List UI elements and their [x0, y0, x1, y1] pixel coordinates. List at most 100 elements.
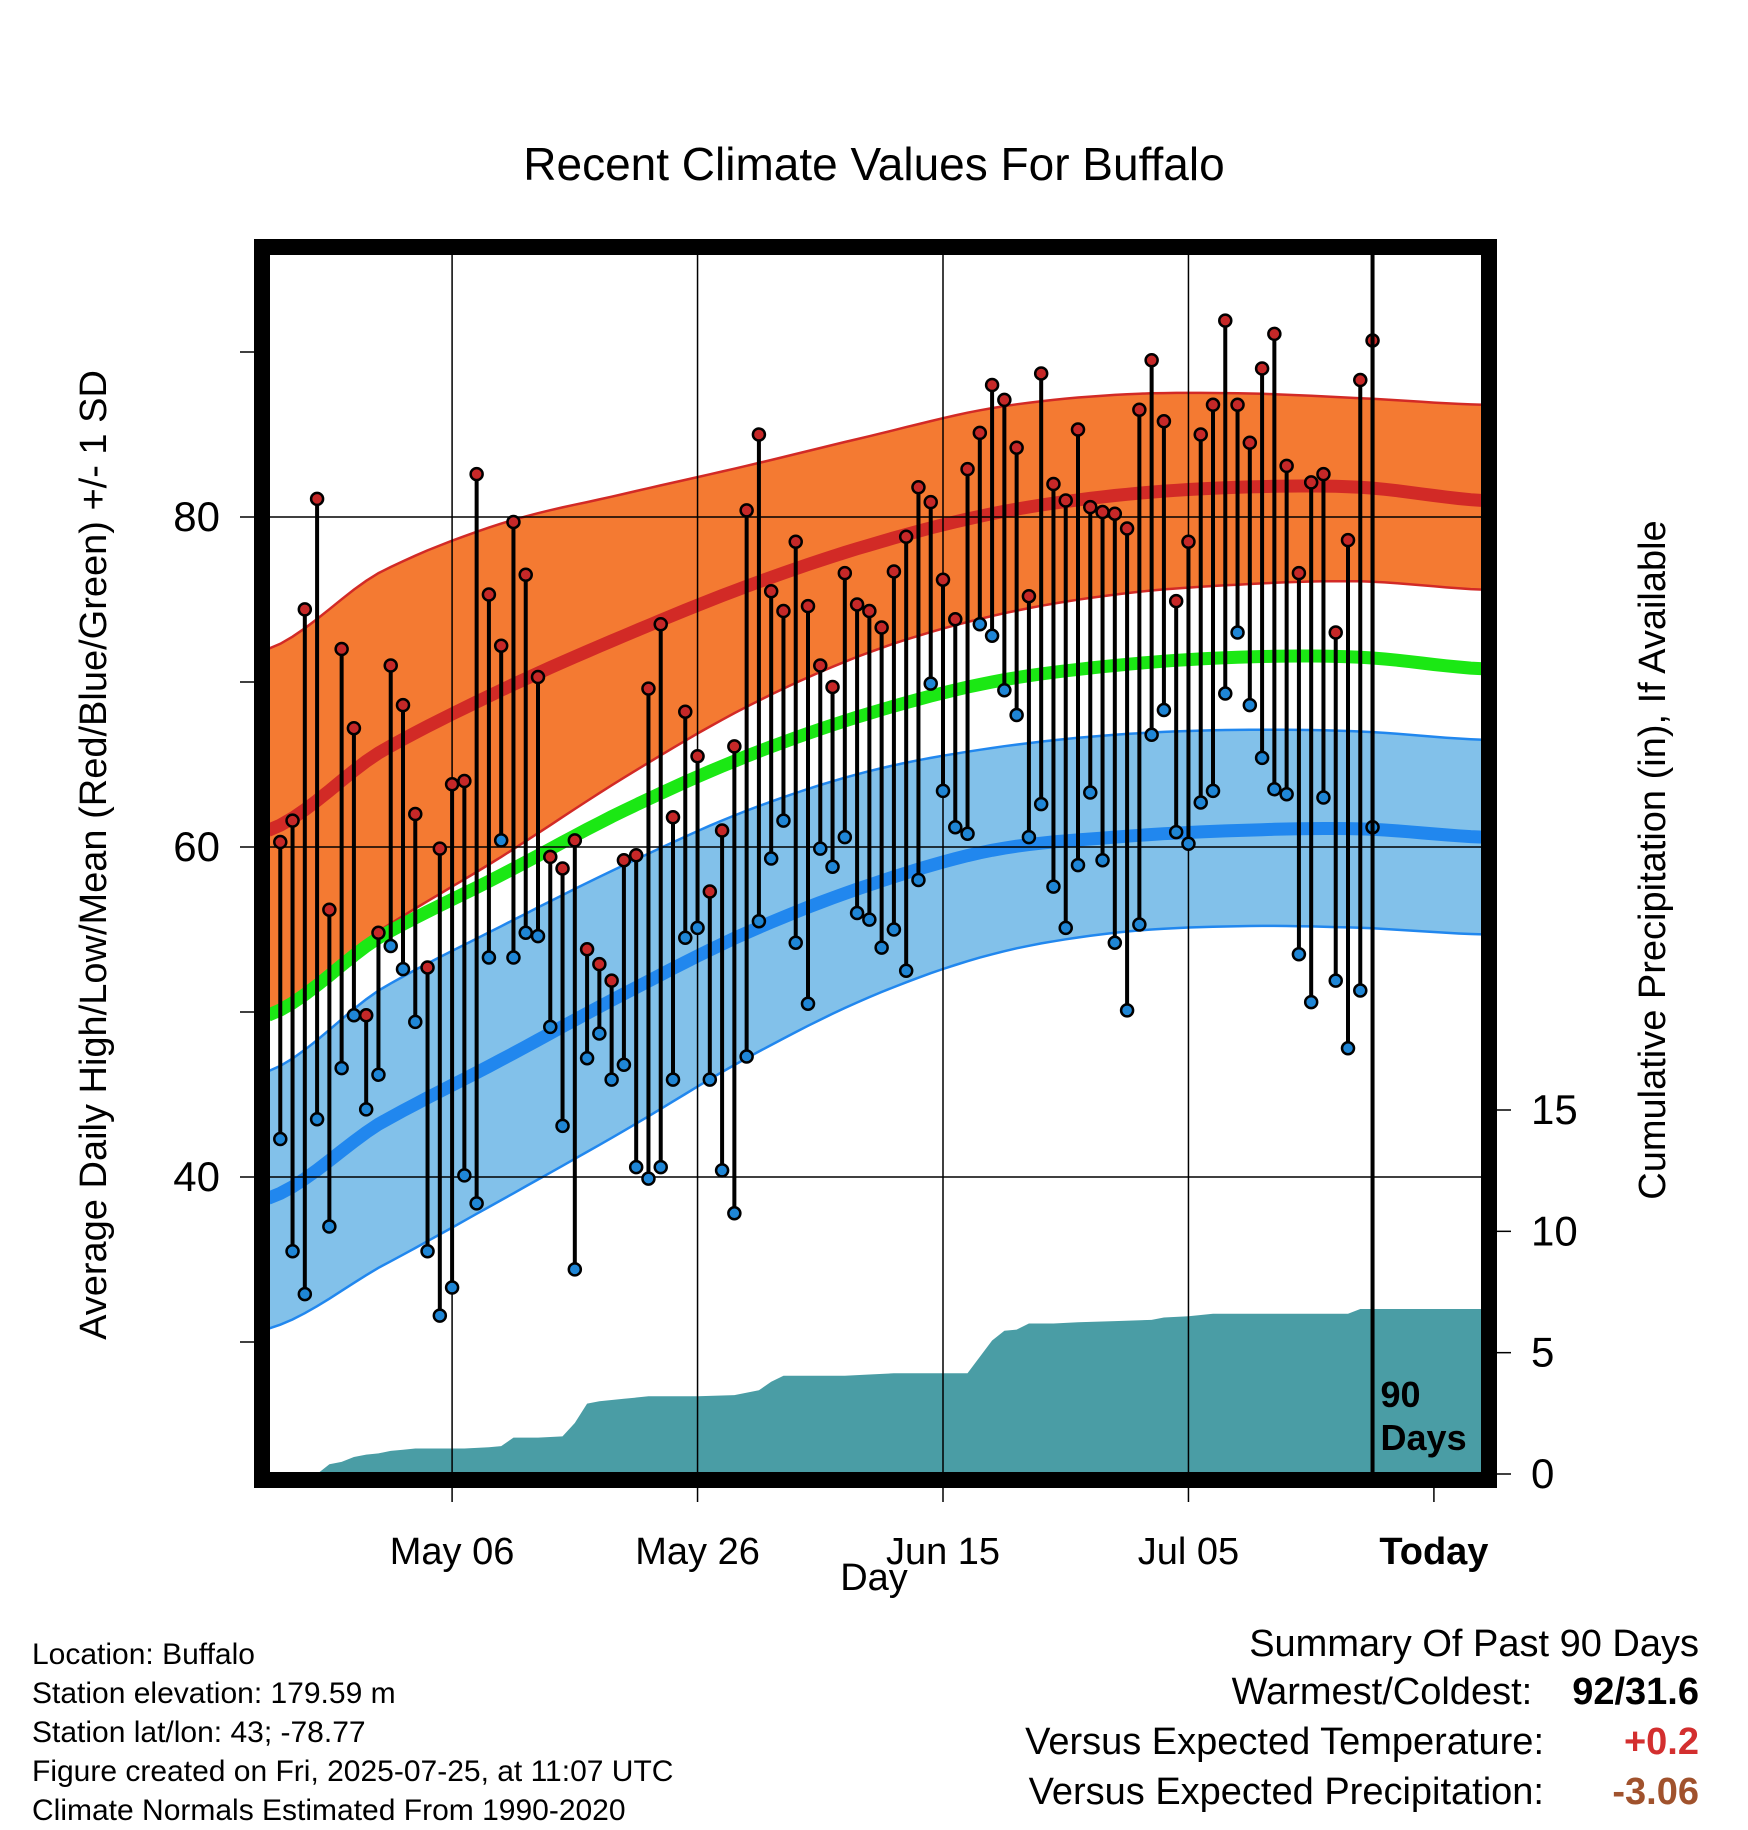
obs-low-point	[1070, 857, 1086, 873]
obs-low-point	[371, 1067, 386, 1082]
obs-low-point	[641, 1171, 656, 1186]
chart-title: Recent Climate Values For Buffalo	[523, 138, 1224, 190]
obs-low-point	[518, 925, 533, 941]
obs-high-point	[1230, 397, 1245, 413]
obs-low-point	[297, 1286, 313, 1302]
obs-high-point	[1254, 361, 1270, 376]
y2-tick-label: 15	[1531, 1086, 1578, 1133]
obs-high-point	[960, 461, 975, 477]
obs-high-point	[727, 739, 742, 754]
obs-low-point	[1279, 786, 1294, 802]
obs-high-point	[776, 603, 791, 619]
obs-high-point	[1242, 435, 1258, 450]
x-axis-label: Day	[840, 1557, 908, 1599]
obs-high-point	[690, 749, 705, 764]
obs-low-point	[616, 1057, 632, 1073]
obs-high-point	[1021, 588, 1037, 604]
obs-low-point	[702, 1072, 718, 1087]
obs-high-point	[1168, 593, 1184, 609]
obs-low-point	[334, 1060, 349, 1076]
obs-low-point	[1218, 686, 1233, 701]
y2-tick-label: 5	[1531, 1329, 1554, 1376]
obs-high-point	[285, 813, 300, 828]
location-text: Location: Buffalo	[32, 1638, 255, 1671]
obs-low-point	[935, 783, 951, 799]
obs-low-point	[592, 1026, 607, 1041]
y2-tick-label: 10	[1531, 1207, 1578, 1254]
obs-low-point	[285, 1244, 300, 1259]
obs-high-point	[948, 612, 963, 627]
obs-low-point	[395, 961, 411, 977]
obs-high-point	[592, 956, 607, 972]
obs-low-point	[506, 950, 521, 965]
x-tick-label: Jun 15	[886, 1531, 1000, 1573]
obs-high-point	[1328, 625, 1343, 640]
obs-high-point	[1316, 466, 1331, 482]
obs-high-point	[1033, 366, 1049, 381]
obs-low-point	[776, 813, 791, 828]
x-tick-label: May 26	[635, 1531, 760, 1573]
obs-low-point	[322, 1219, 337, 1234]
obs-high-point	[1340, 532, 1356, 548]
obs-low-point	[825, 859, 840, 875]
today-days-word: Days	[1381, 1417, 1467, 1458]
obs-high-point	[984, 377, 1000, 393]
normals-text: Climate Normals Estimated From 1990-2020	[32, 1794, 626, 1827]
obs-low-point	[1107, 935, 1123, 950]
low-normal-sd-band-upper-edge	[268, 728, 1483, 1073]
obs-high-point	[506, 514, 521, 530]
obs-high-point	[567, 833, 583, 848]
obs-low-point	[567, 1262, 583, 1277]
obs-low-point	[788, 935, 803, 950]
obs-high-point	[408, 806, 423, 822]
obs-low-point	[1156, 702, 1172, 718]
obs-high-point	[665, 810, 681, 825]
obs-high-point	[837, 565, 853, 581]
obs-low-point	[309, 1112, 325, 1127]
obs-high-point	[358, 1008, 374, 1023]
obs-low-point	[678, 930, 693, 945]
obs-high-point	[739, 503, 754, 518]
obs-low-point	[1254, 750, 1270, 766]
obs-high-point	[911, 480, 926, 495]
obs-high-point	[653, 617, 668, 632]
obs-low-point	[481, 950, 497, 965]
plot-frame	[254, 239, 1497, 1488]
obs-low-point	[898, 963, 914, 978]
low-normal-sd-band	[268, 729, 1483, 1329]
obs-low-point	[665, 1072, 681, 1087]
obs-high-point	[1070, 422, 1086, 437]
obs-high-point	[1193, 427, 1208, 442]
obs-low-point	[1181, 836, 1196, 851]
obs-low-point	[727, 1206, 742, 1221]
obs-low-point	[948, 819, 963, 835]
obs-low-point	[972, 617, 988, 632]
obs-low-point	[1230, 625, 1245, 640]
obs-low-point	[714, 1163, 730, 1178]
obs-low-point	[604, 1072, 619, 1087]
obs-low-point	[837, 829, 853, 845]
obs-low-point	[653, 1159, 668, 1175]
obs-high-point	[788, 534, 803, 549]
obs-low-point	[763, 851, 779, 866]
obs-high-point	[641, 681, 656, 696]
obs-low-point	[813, 841, 828, 856]
obs-high-point	[309, 491, 325, 507]
obs-low-point	[1095, 852, 1110, 868]
obs-low-point	[739, 1049, 754, 1064]
obs-high-point	[543, 849, 558, 865]
obs-low-point	[530, 928, 546, 944]
obs-low-point	[1119, 1003, 1135, 1018]
obs-high-point	[530, 669, 546, 685]
obs-low-point	[1303, 994, 1319, 1010]
obs-high-point	[1095, 504, 1110, 520]
obs-low-point	[420, 1244, 435, 1259]
obs-low-point	[849, 905, 865, 921]
obs-low-point	[1205, 783, 1221, 799]
summary-panel: Summary Of Past 90 Days Warmest/Coldest:…	[1025, 1623, 1699, 1821]
obs-low-point	[432, 1308, 448, 1323]
obs-high-point	[457, 773, 472, 789]
obs-low-point	[1083, 785, 1098, 800]
created-text: Figure created on Fri, 2025-07-25, at 11…	[32, 1755, 674, 1788]
